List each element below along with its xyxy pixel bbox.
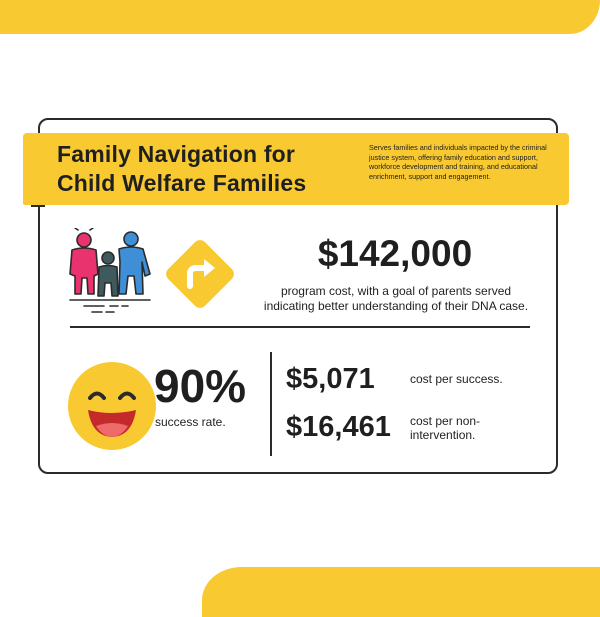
page-title: Family Navigation for Child Welfare Fami… bbox=[57, 140, 357, 198]
bottom-accent-band bbox=[202, 567, 600, 617]
program-cost-value: $142,000 bbox=[317, 233, 473, 274]
smiley-face-icon bbox=[68, 362, 156, 450]
program-cost-description: program cost, with a goal of parents ser… bbox=[263, 284, 529, 313]
top-accent-band bbox=[0, 0, 600, 34]
title-line-1: Family Navigation for bbox=[57, 141, 296, 167]
vertical-divider bbox=[270, 352, 272, 456]
program-description: Serves families and individuals impacted… bbox=[369, 143, 547, 181]
title-line-2: Child Welfare Families bbox=[57, 170, 307, 196]
cost-per-non-intervention-label: cost per non-intervention. bbox=[410, 414, 481, 442]
success-rate-value: 90% bbox=[154, 360, 247, 412]
cost-per-non-intervention-value: $16,461 bbox=[286, 411, 391, 443]
turn-right-sign-icon bbox=[166, 240, 234, 308]
success-rate-label: success rate. bbox=[155, 415, 226, 429]
title-bar bbox=[23, 133, 569, 205]
cost-per-success-label: cost per success. bbox=[410, 372, 503, 386]
cost-per-success-value: $5,071 bbox=[286, 363, 375, 395]
horizontal-divider bbox=[70, 326, 530, 328]
family-group-icon bbox=[69, 228, 151, 313]
